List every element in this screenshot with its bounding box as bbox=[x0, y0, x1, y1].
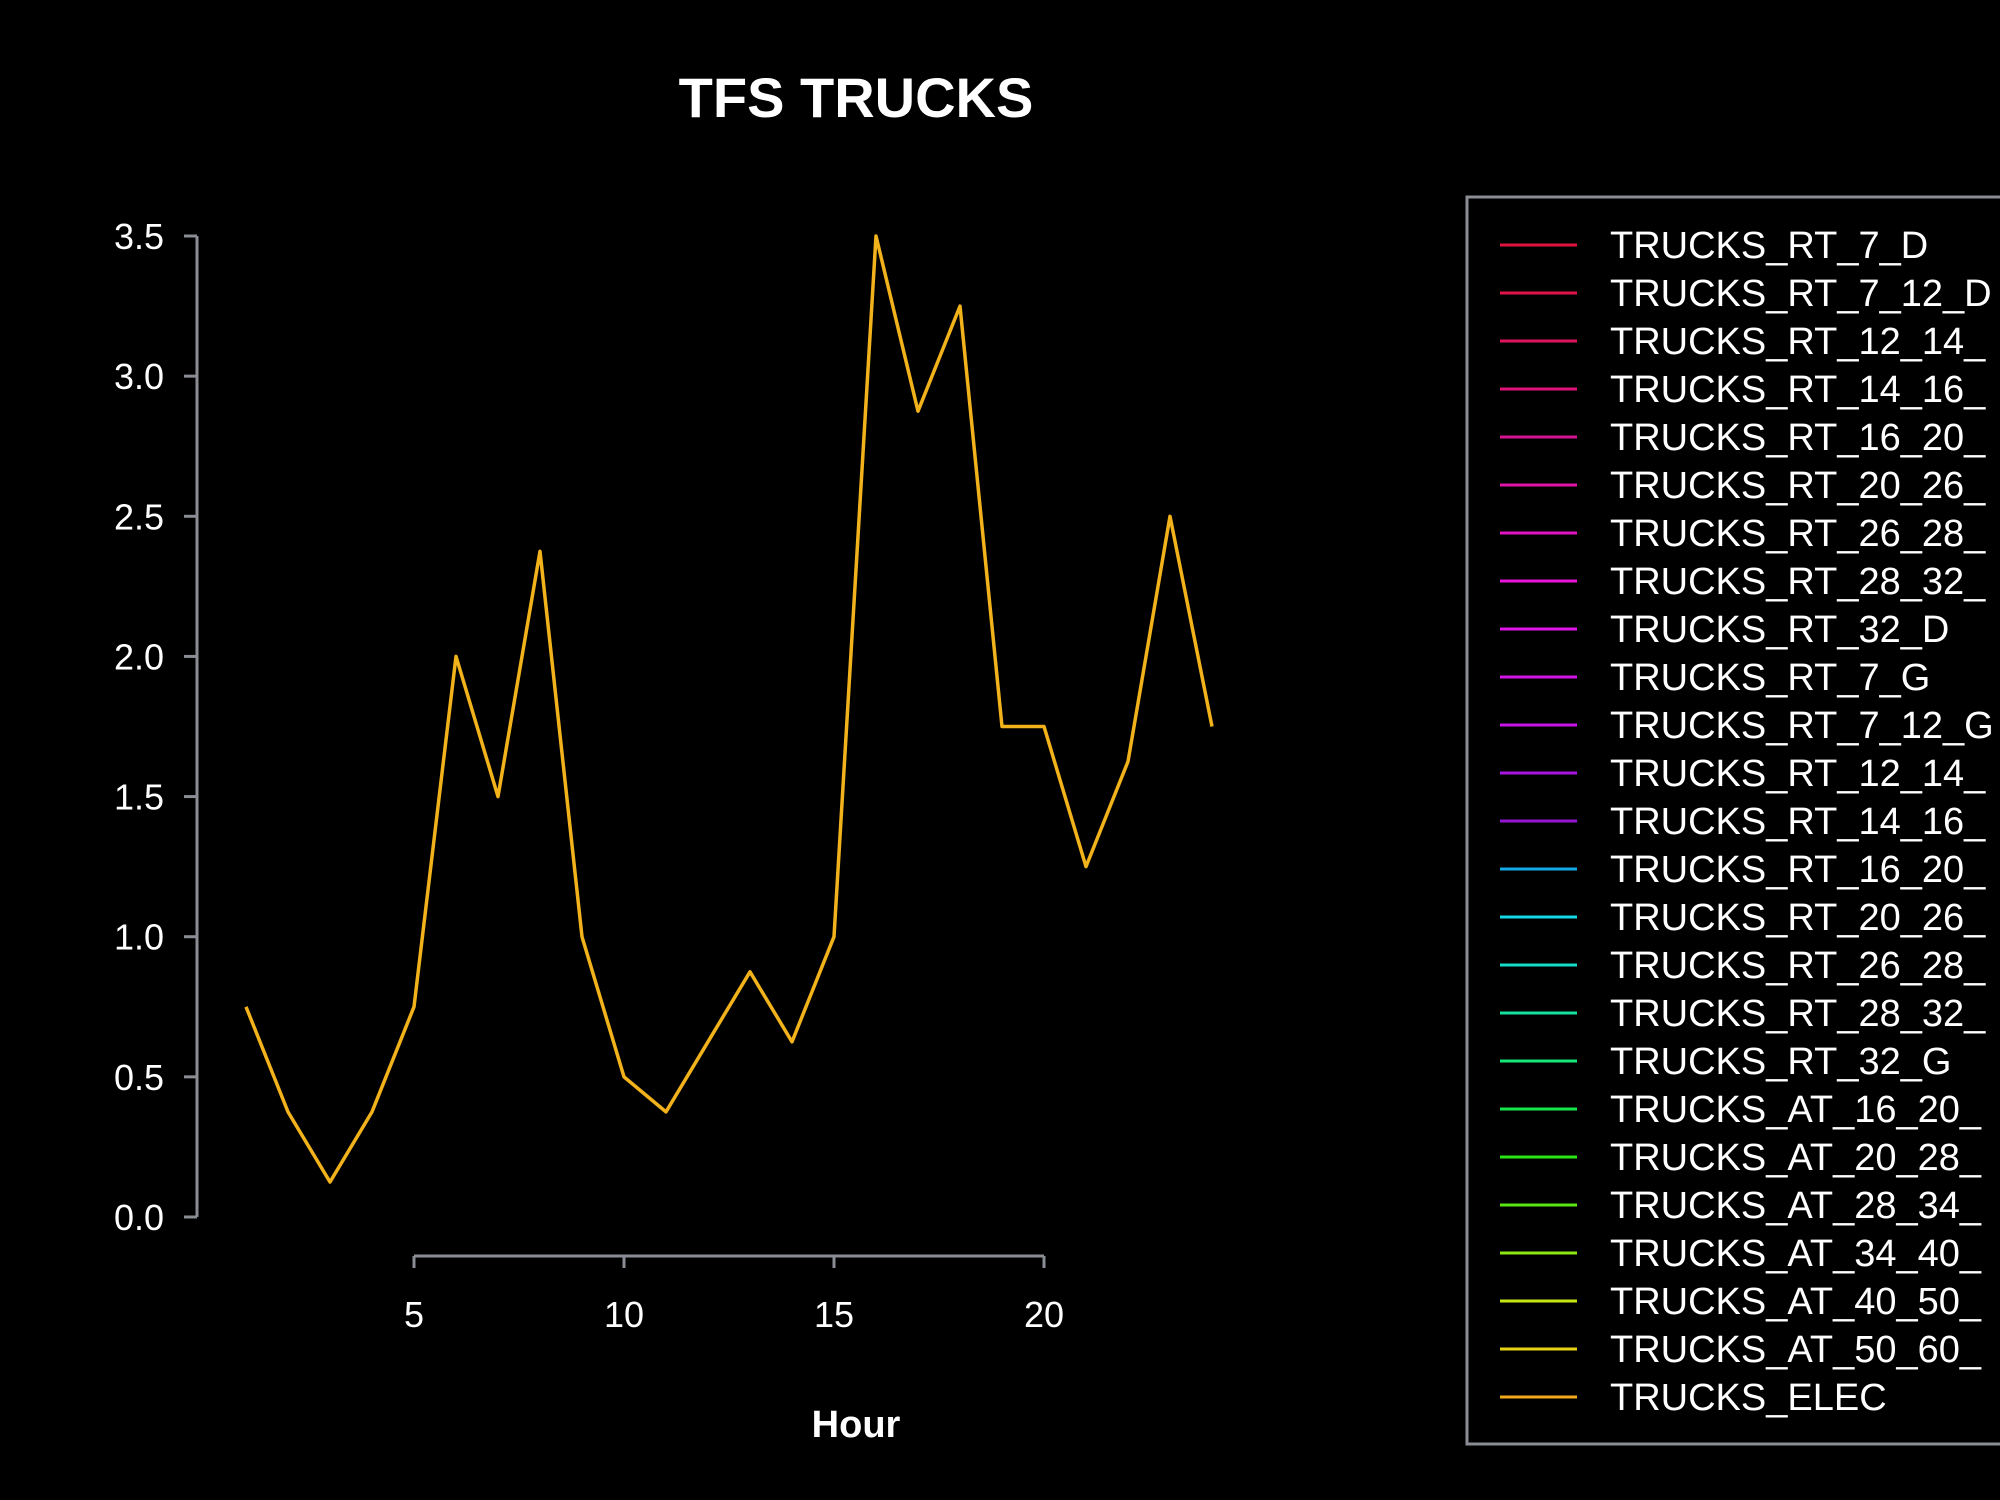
x-tick-label: 20 bbox=[1024, 1294, 1064, 1335]
y-tick-label: 0.5 bbox=[114, 1057, 164, 1098]
legend-label: TRUCKS_RT_7_D bbox=[1610, 225, 1928, 267]
y-tick-label: 2.0 bbox=[114, 636, 164, 677]
x-tick-label: 5 bbox=[404, 1294, 424, 1335]
legend-label: TRUCKS_RT_20_26_ bbox=[1610, 897, 1986, 939]
series-line-trucks-elec bbox=[244, 234, 1214, 1184]
legend-label: TRUCKS_RT_26_28_ bbox=[1610, 513, 1986, 555]
legend-label: TRUCKS_ELEC bbox=[1610, 1377, 1887, 1419]
chart-title: TFS TRUCKS bbox=[679, 66, 1034, 129]
legend-label: TRUCKS_RT_7_12_D bbox=[1610, 273, 1992, 315]
legend-label: TRUCKS_RT_12_14_ bbox=[1610, 321, 1986, 363]
legend-label: TRUCKS_AT_20_28_ bbox=[1610, 1137, 1982, 1179]
legend-label: TRUCKS_RT_7_G bbox=[1610, 657, 1930, 699]
y-tick-label: 1.5 bbox=[114, 777, 164, 818]
legend-label: TRUCKS_RT_32_G bbox=[1610, 1041, 1951, 1083]
legend-label: TRUCKS_RT_16_20_ bbox=[1610, 849, 1986, 891]
legend-label: TRUCKS_RT_28_32_ bbox=[1610, 993, 1986, 1035]
legend-label: TRUCKS_AT_40_50_ bbox=[1610, 1281, 1982, 1323]
y-tick-label: 3.0 bbox=[114, 356, 164, 397]
y-tick-label: 3.5 bbox=[114, 216, 164, 257]
y-tick-label: 1.0 bbox=[114, 917, 164, 958]
x-tick-label: 15 bbox=[814, 1294, 854, 1335]
legend-label: TRUCKS_RT_32_D bbox=[1610, 609, 1949, 651]
y-axis: 0.0 0.5 1.0 1.5 2.0 2.5 3.0 3.5 bbox=[114, 216, 199, 1238]
legend-label: TRUCKS_RT_28_32_ bbox=[1610, 561, 1986, 603]
legend-label: TRUCKS_AT_50_60_ bbox=[1610, 1329, 1982, 1371]
legend: TRUCKS_RT_7_D TRUCKS_RT_7_12_D TRUCKS_RT_1… bbox=[1465, 195, 2000, 1446]
legend-label: TRUCKS_AT_28_34_ bbox=[1610, 1185, 1982, 1227]
legend-label: TRUCKS_RT_16_20_ bbox=[1610, 417, 1986, 459]
legend-label: TRUCKS_RT_14_16_ bbox=[1610, 801, 1986, 843]
legend-label: TRUCKS_RT_12_14_ bbox=[1610, 753, 1986, 795]
legend-label: TRUCKS_AT_16_20_ bbox=[1610, 1089, 1982, 1131]
legend-label: TRUCKS_RT_14_16_ bbox=[1610, 369, 1986, 411]
x-tick-label: 10 bbox=[604, 1294, 644, 1335]
y-tick-label: 0.0 bbox=[114, 1197, 164, 1238]
legend-label: TRUCKS_RT_26_28_ bbox=[1610, 945, 1986, 987]
x-axis-label: Hour bbox=[812, 1404, 901, 1446]
series-group bbox=[244, 234, 1214, 1184]
legend-label: TRUCKS_RT_20_26_ bbox=[1610, 465, 1986, 507]
y-tick-label: 2.5 bbox=[114, 496, 164, 537]
legend-label: TRUCKS_RT_7_12_G bbox=[1610, 705, 1994, 747]
legend-label: TRUCKS_AT_34_40_ bbox=[1610, 1233, 1982, 1275]
x-axis: 5 10 15 20 bbox=[404, 1254, 1064, 1335]
